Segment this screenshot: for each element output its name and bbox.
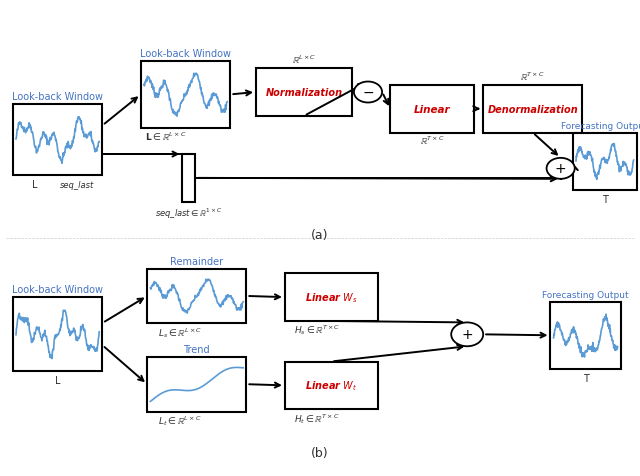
Text: L: L [55,375,60,385]
Text: Look-back Window: Look-back Window [140,49,231,59]
FancyBboxPatch shape [256,69,352,117]
FancyBboxPatch shape [390,86,474,133]
Text: +: + [555,162,566,176]
FancyBboxPatch shape [483,86,582,133]
Text: $seq\_last \in \mathbb{R}^{1 \times C}$: $seq\_last \in \mathbb{R}^{1 \times C}$ [155,206,223,220]
Text: $\mathbb{R}^{T \times C}$: $\mathbb{R}^{T \times C}$ [520,70,545,83]
Text: Linear $W_t$: Linear $W_t$ [305,379,357,392]
FancyBboxPatch shape [141,62,230,129]
Text: Look-back Window: Look-back Window [12,92,103,102]
Text: $\mathbf{L} \in \mathbb{R}^{L \times C}$: $\mathbf{L} \in \mathbb{R}^{L \times C}$ [145,130,187,142]
Text: T: T [582,373,589,383]
Text: $L_t \in \mathbb{R}^{L \times C}$: $L_t \in \mathbb{R}^{L \times C}$ [158,413,202,427]
FancyBboxPatch shape [573,133,637,190]
FancyBboxPatch shape [285,274,378,321]
Text: Forecasting Output: Forecasting Output [542,290,629,299]
Text: $L_s \in \mathbb{R}^{L \times C}$: $L_s \in \mathbb{R}^{L \times C}$ [158,325,202,339]
Text: T: T [602,194,608,204]
Text: Linear $W_s$: Linear $W_s$ [305,291,358,304]
Text: Denormalization: Denormalization [488,105,578,114]
FancyBboxPatch shape [182,155,195,202]
Text: Trend: Trend [184,344,210,354]
Text: −: − [362,86,374,100]
Text: Look-back Window: Look-back Window [12,285,103,295]
Text: $H_t \in \mathbb{R}^{T \times C}$: $H_t \in \mathbb{R}^{T \times C}$ [294,411,340,425]
Text: Forecasting Output: Forecasting Output [561,121,640,130]
Circle shape [547,159,575,179]
Text: (a): (a) [311,228,329,241]
Text: +: + [461,327,473,342]
FancyBboxPatch shape [13,105,102,176]
Text: $\mathbb{R}^{L \times C}$: $\mathbb{R}^{L \times C}$ [292,54,316,66]
Text: Normalization: Normalization [266,88,342,98]
Circle shape [354,82,382,103]
Text: (b): (b) [311,446,329,459]
Text: L: L [33,180,38,190]
Text: $H_s \in \mathbb{R}^{T \times C}$: $H_s \in \mathbb{R}^{T \times C}$ [294,323,340,337]
Text: Remainder: Remainder [170,256,223,266]
Circle shape [451,323,483,347]
FancyBboxPatch shape [550,302,621,369]
FancyBboxPatch shape [13,298,102,371]
Text: Linear: Linear [413,105,451,114]
Text: $\mathbb{R}^{T \times C}$: $\mathbb{R}^{T \times C}$ [420,135,444,147]
FancyBboxPatch shape [285,362,378,409]
Text: seq_last: seq_last [60,181,95,190]
FancyBboxPatch shape [147,357,246,412]
FancyBboxPatch shape [147,269,246,324]
